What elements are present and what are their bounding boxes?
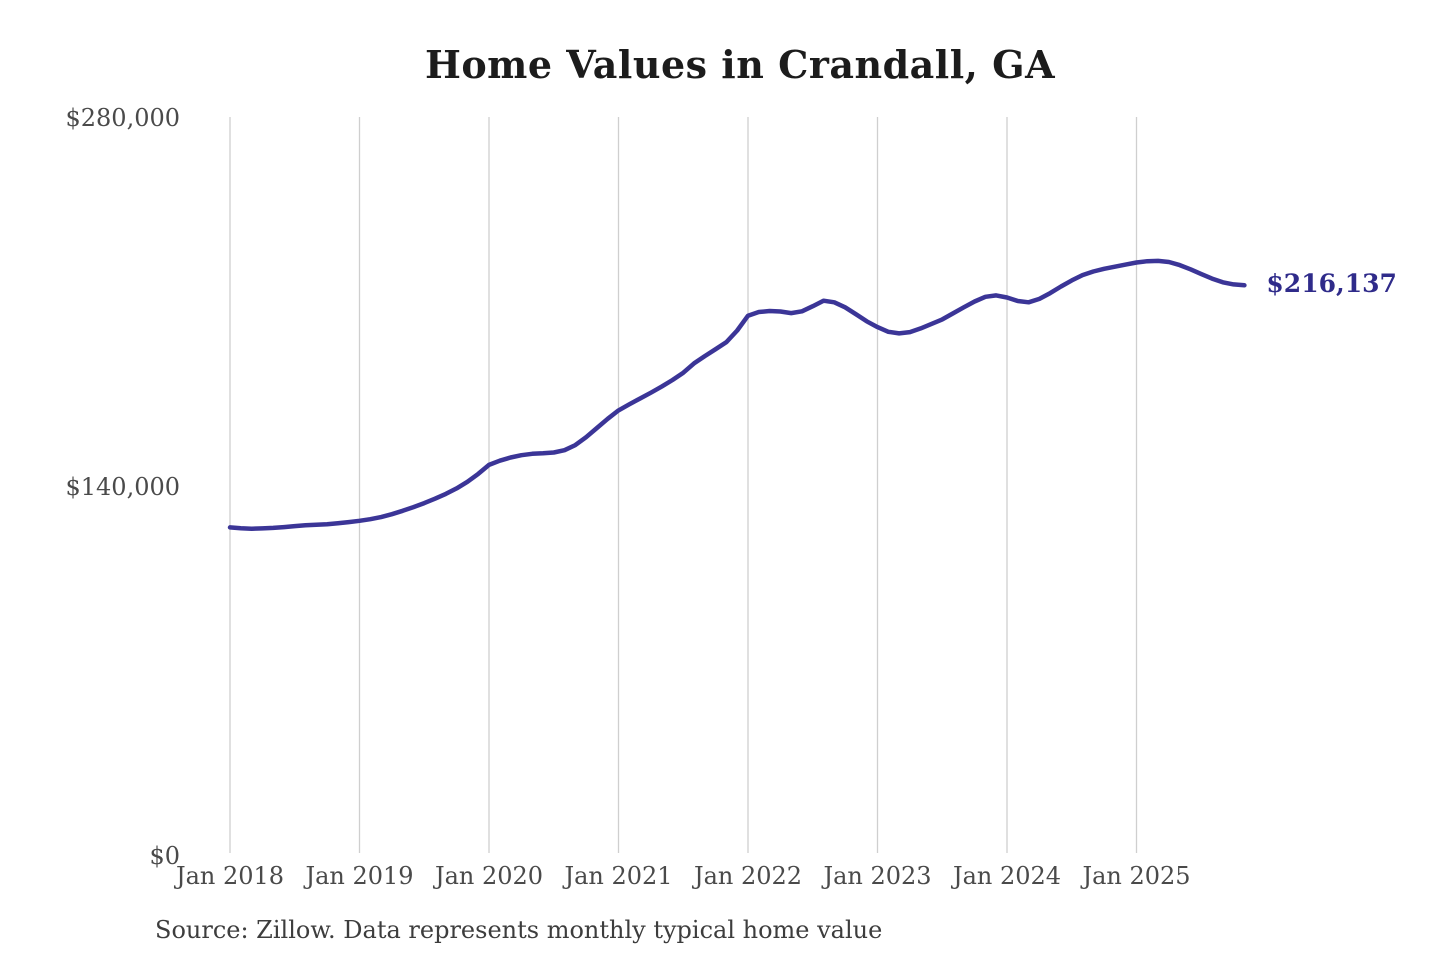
x-tick-label: Jan 2021 (561, 862, 672, 890)
chart-title: Home Values in Crandall, GA (424, 42, 1056, 87)
latest-value-label: $216,137 (1266, 269, 1397, 299)
x-tick-label: Jan 2025 (1079, 862, 1190, 890)
y-tick-label: $0 (149, 842, 180, 870)
x-tick-label: Jan 2018 (173, 862, 284, 890)
x-tick-label: Jan 2022 (691, 862, 802, 890)
x-tick-label: Jan 2023 (820, 862, 931, 890)
home-value-line (227, 258, 1247, 531)
y-tick-label: $140,000 (65, 473, 180, 501)
x-tick-label: Jan 2024 (950, 862, 1061, 890)
y-tick-label: $280,000 (65, 104, 180, 132)
x-tick-label: Jan 2020 (432, 862, 543, 890)
x-tick-label: Jan 2019 (302, 862, 413, 890)
source-note: Source: Zillow. Data represents monthly … (155, 916, 883, 944)
